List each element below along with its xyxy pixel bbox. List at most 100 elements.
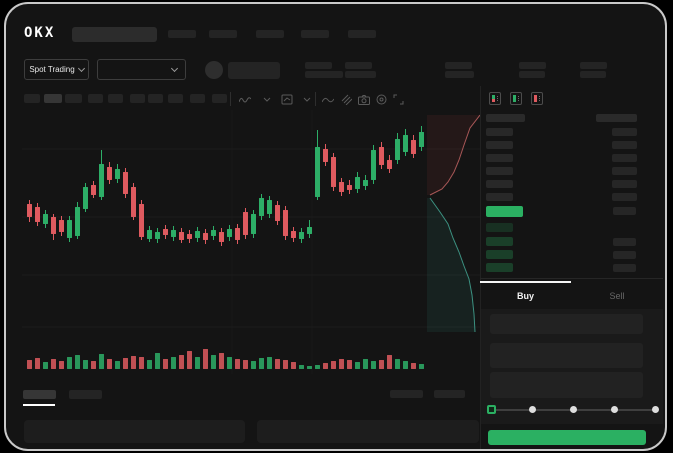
ask-amount-placeholder — [612, 141, 637, 149]
slider-stop-dot[interactable] — [570, 406, 577, 413]
amount-input[interactable] — [490, 343, 643, 368]
chevron-down-icon — [77, 64, 85, 73]
wave-icon[interactable] — [238, 93, 252, 106]
indicator-icon[interactable] — [280, 93, 294, 106]
active-tab-underline — [23, 404, 55, 406]
candlestick-chart[interactable] — [22, 110, 480, 374]
fullscreen-icon[interactable] — [391, 93, 405, 106]
stat-label-placeholder — [445, 62, 472, 69]
book-combined-icon[interactable] — [489, 92, 501, 105]
interval-button-placeholder[interactable] — [168, 94, 183, 103]
bid-price-placeholder[interactable] — [486, 263, 513, 272]
chevron-down-icon[interactable] — [260, 93, 274, 106]
interval-button-placeholder[interactable] — [88, 94, 103, 103]
ask-price-placeholder[interactable] — [486, 193, 513, 201]
tab-sell-label: Sell — [609, 291, 625, 301]
bid-price-placeholder[interactable] — [486, 237, 513, 246]
interval-button-placeholder[interactable] — [130, 94, 145, 103]
orderbook-header-price — [486, 114, 525, 122]
book-bar — [492, 95, 495, 102]
price-input[interactable] — [490, 314, 643, 334]
nav-item-placeholder — [209, 30, 237, 38]
orders-tab-placeholder[interactable] — [23, 390, 56, 399]
nav-item-placeholder — [348, 30, 376, 38]
device-screen: OKX Spot Trading — [4, 2, 667, 451]
draw-icon[interactable] — [339, 93, 353, 106]
stat-value-placeholder — [305, 71, 343, 78]
interval-button-placeholder[interactable] — [65, 94, 82, 103]
chevron-down-icon[interactable] — [300, 93, 314, 106]
interval-button-placeholder[interactable] — [190, 94, 205, 103]
stat-label-placeholder — [345, 62, 372, 69]
orders-panel-placeholder — [24, 420, 245, 443]
ask-amount-placeholder — [612, 193, 637, 201]
alert-circle-icon[interactable] — [374, 93, 388, 106]
ask-price-placeholder[interactable] — [486, 141, 513, 149]
interval-button-placeholder[interactable] — [212, 94, 227, 103]
buy-submit-button[interactable] — [488, 430, 646, 445]
orders-panel-placeholder — [257, 420, 479, 443]
camera-icon[interactable] — [357, 93, 371, 106]
slider-stop-dot[interactable] — [652, 406, 659, 413]
stat-value-placeholder — [345, 71, 376, 78]
slider-stop-dot[interactable] — [529, 406, 536, 413]
tab-buy[interactable]: Buy — [480, 283, 571, 309]
market-type-dropdown[interactable]: Spot Trading — [24, 59, 89, 80]
total-input[interactable] — [490, 372, 643, 398]
search-input[interactable] — [72, 27, 157, 42]
nav-item-placeholder — [168, 30, 196, 38]
ask-amount-placeholder — [612, 154, 637, 162]
bid-price-placeholder[interactable] — [486, 250, 513, 259]
amount-slider-handle[interactable] — [487, 405, 496, 414]
orderbook-amount-placeholder — [613, 207, 636, 215]
bottom-action-placeholder — [390, 390, 423, 398]
stat-label-placeholder — [580, 62, 607, 69]
stat-label-placeholder — [305, 62, 332, 69]
history-tab-placeholder[interactable] — [69, 390, 102, 399]
trend-line-icon[interactable] — [321, 93, 335, 106]
tab-sell[interactable]: Sell — [571, 283, 663, 309]
bid-price-placeholder[interactable] — [486, 223, 513, 232]
bid-amount-placeholder — [613, 264, 636, 272]
nav-item-placeholder — [301, 30, 329, 38]
book-bar — [513, 95, 516, 102]
bid-amount-placeholder — [613, 238, 636, 246]
active-tab-underline — [480, 281, 571, 283]
book-lines — [497, 95, 498, 102]
slider-stop-dot[interactable] — [611, 406, 618, 413]
book-bar — [534, 95, 537, 102]
interval-button-placeholder[interactable] — [148, 94, 163, 103]
bid-amount-placeholder — [613, 251, 636, 259]
nav-item-placeholder — [256, 30, 284, 38]
ask-price-placeholder[interactable] — [486, 128, 513, 136]
ask-amount-placeholder — [612, 128, 637, 136]
ask-price-placeholder[interactable] — [486, 154, 513, 162]
book-bids-icon[interactable] — [510, 92, 522, 105]
book-asks-icon[interactable] — [531, 92, 543, 105]
stat-label-placeholder — [519, 62, 546, 69]
divider — [230, 92, 231, 106]
chevron-down-icon — [170, 64, 179, 73]
stat-value-placeholder — [580, 71, 606, 78]
divider — [315, 92, 316, 106]
divider — [480, 86, 481, 449]
pair-selector-dropdown[interactable] — [97, 59, 186, 80]
okx-logo[interactable]: OKX — [24, 25, 56, 41]
balance-placeholder — [228, 62, 280, 79]
last-price-highlight — [486, 206, 523, 217]
stat-value-placeholder — [519, 71, 545, 78]
ask-price-placeholder[interactable] — [486, 167, 513, 175]
bottom-action-placeholder — [434, 390, 465, 398]
ask-price-placeholder[interactable] — [486, 180, 513, 188]
interval-button-placeholder[interactable] — [108, 94, 123, 103]
ask-amount-placeholder — [612, 180, 637, 188]
ask-amount-placeholder — [612, 167, 637, 175]
book-lines — [539, 95, 540, 102]
interval-button-placeholder[interactable] — [44, 94, 62, 103]
interval-button-placeholder[interactable] — [24, 94, 40, 103]
book-lines — [518, 95, 519, 102]
avatar[interactable] — [205, 61, 223, 79]
stat-value-placeholder — [445, 71, 474, 78]
divider — [480, 278, 663, 279]
tab-buy-label: Buy — [516, 291, 534, 301]
